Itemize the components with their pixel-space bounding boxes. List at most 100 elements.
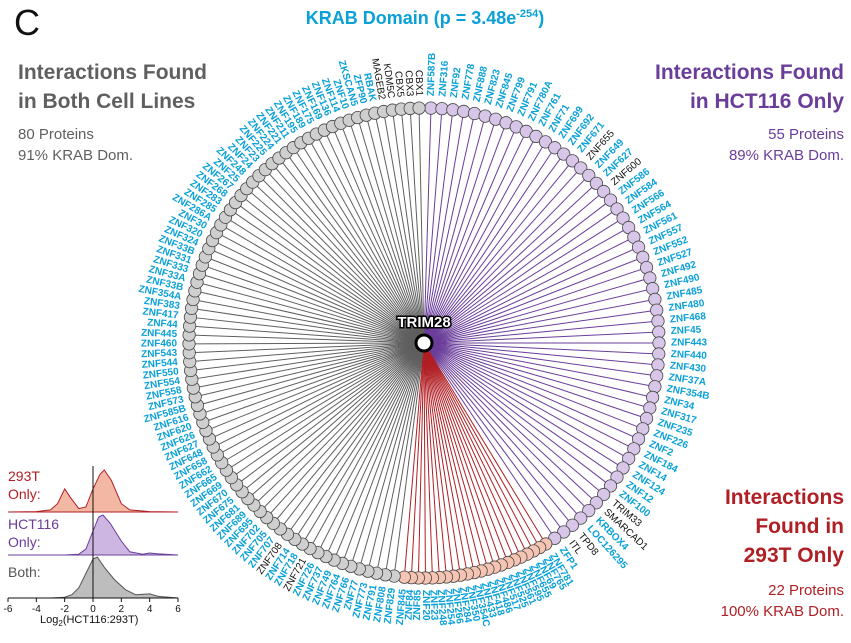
spoke-both-70 (340, 123, 425, 344)
spoke-both-72 (357, 117, 425, 344)
spoke-both-51 (216, 232, 425, 344)
protein-label-hct116-34: ZNF440 (670, 349, 707, 362)
interaction-spokes (188, 108, 660, 578)
node-hct116-19 (603, 193, 618, 207)
spoke-both-45 (196, 281, 425, 344)
spoke-both-0 (393, 342, 425, 577)
spoke-hct116-19 (423, 199, 611, 344)
spoke-t293-13 (423, 342, 461, 576)
protein-label-both-38: ZNF460 (141, 338, 178, 349)
spoke-both-64 (292, 147, 425, 344)
spoke-both-55 (235, 202, 425, 344)
spoke-hct116-0 (423, 108, 432, 344)
density-label-hct116: HCT116 Only: (8, 515, 59, 551)
panel-letter: C (14, 2, 40, 43)
spoke-hct116-11 (423, 141, 546, 344)
spoke-hct116-5 (423, 115, 486, 344)
spoke-hct116-3 (423, 111, 465, 344)
protein-nodes (182, 101, 666, 585)
protein-label-t293-16: ZNF248 (435, 589, 448, 626)
spoke-both-32 (195, 342, 425, 398)
node-hct116-52 (565, 518, 579, 532)
spoke-both-33 (193, 342, 425, 389)
spoke-hct116-34 (423, 342, 659, 355)
density-x-axis-label: Log2(HCT116:293T) (40, 614, 138, 628)
density-label-hct116-line-2: Only: (8, 534, 41, 550)
spoke-hct116-40 (423, 342, 647, 419)
protein-label-both-0: ZNF829 (383, 587, 399, 625)
spoke-both-34 (191, 342, 425, 380)
density-label-293t-line-1: 293T (8, 468, 40, 484)
spoke-hct116-9 (423, 131, 527, 344)
density-tick-label-4: 2 (119, 604, 125, 615)
spoke-hct116-52 (423, 342, 573, 526)
protein-label-hct116-36: ZNF37A (668, 372, 707, 388)
node-hct116-17 (589, 176, 604, 190)
protein-label-hct116-32: ZNF45 (670, 325, 701, 337)
node-hct116-48 (597, 487, 611, 502)
node-hct116-31 (651, 314, 665, 328)
protein-label-hct116-0: ZNF587B (426, 53, 438, 97)
spoke-hct116-15 (423, 167, 582, 344)
spoke-t293-19 (417, 342, 425, 578)
spoke-both-17 (259, 342, 425, 512)
spoke-both-50 (212, 240, 425, 344)
title-exponent: -254 (516, 8, 539, 20)
spoke-hct116-4 (423, 113, 475, 344)
spoke-t293-21 (403, 342, 425, 578)
protein-label-both-40: ZNF44 (147, 317, 179, 330)
spoke-t293-16 (423, 342, 440, 578)
t293-title: Interactions Found in 293T Only (725, 483, 844, 570)
spoke-hct116-7 (423, 122, 507, 344)
spoke-both-5 (350, 342, 425, 567)
spoke-both-40 (189, 325, 425, 344)
protein-label-t293-17: ZNF23 (427, 590, 439, 621)
node-hct116-35 (651, 358, 665, 372)
both-title-line-2: in Both Cell Lines (18, 90, 196, 113)
spoke-hct116-28 (423, 288, 653, 344)
protein-label-hct116-35: ZNF430 (669, 361, 706, 375)
protein-label-hct116-31: ZNF468 (669, 311, 706, 325)
axis-label-rest: (HCT116:293T) (62, 614, 139, 626)
spoke-t293-18 (423, 342, 426, 578)
spoke-hct116-6 (423, 119, 497, 344)
spoke-t293-9 (423, 342, 489, 570)
spoke-hct116-30 (423, 309, 657, 344)
node-hct116-0 (424, 101, 438, 115)
spoke-both-26 (213, 342, 425, 448)
spoke-t293-3 (423, 342, 528, 555)
spoke-both-46 (199, 273, 425, 344)
spoke-both-69 (332, 126, 425, 344)
node-hct116-3 (457, 104, 471, 118)
spoke-hct116-35 (423, 342, 659, 366)
node-hct116-12 (548, 141, 562, 155)
spoke-hct116-24 (423, 246, 639, 344)
spoke-hct116-1 (423, 108, 443, 344)
spoke-hct116-32 (423, 331, 659, 344)
node-hct116-30 (650, 303, 664, 317)
spoke-both-10 (309, 342, 425, 549)
node-hct116-14 (565, 154, 580, 168)
spoke-both-28 (205, 342, 425, 432)
spoke-hct116-31 (423, 320, 659, 344)
spoke-both-52 (220, 224, 425, 344)
spoke-both-78 (409, 108, 425, 344)
title-close: ) (538, 8, 545, 28)
node-hct116-37 (648, 380, 662, 394)
spoke-t293-6 (423, 342, 509, 563)
both-krab-percent: 91% KRAB Dom. (18, 147, 134, 164)
spoke-t293-12 (423, 342, 468, 575)
spoke-hct116-49 (423, 342, 597, 504)
t293-protein-count: 22 Proteins (768, 582, 844, 599)
spoke-hct116-10 (423, 136, 537, 344)
protein-label-both-76: KDM5C (381, 63, 397, 99)
spoke-both-16 (266, 342, 425, 518)
node-hct116-18 (597, 184, 611, 199)
spoke-both-66 (308, 138, 425, 344)
node-hct116-32 (652, 325, 666, 339)
protein-label-hct116-2: ZNF92 (449, 66, 464, 98)
spoke-hct116-16 (423, 175, 590, 344)
hct116-stats: 55 Proteins 89% KRAB Dom. (729, 124, 844, 166)
spoke-both-21 (236, 342, 425, 486)
spoke-both-38 (188, 342, 425, 345)
